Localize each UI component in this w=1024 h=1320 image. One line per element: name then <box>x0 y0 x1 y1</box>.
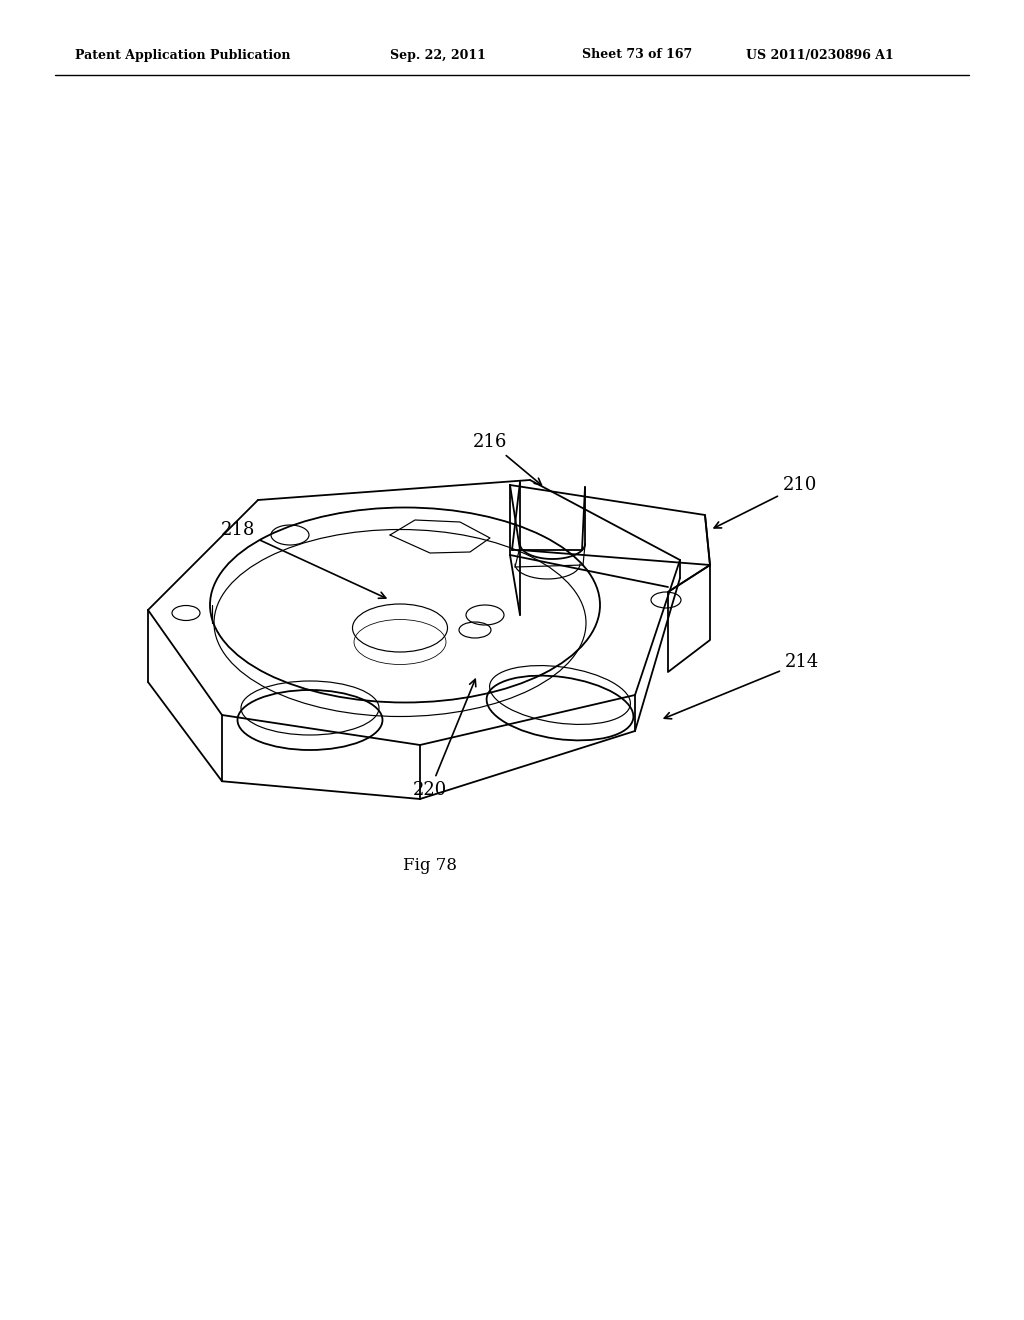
Text: 220: 220 <box>413 680 476 799</box>
Text: 216: 216 <box>473 433 542 484</box>
Text: 210: 210 <box>714 477 817 528</box>
Ellipse shape <box>486 676 634 741</box>
Text: Sheet 73 of 167: Sheet 73 of 167 <box>582 49 692 62</box>
Text: US 2011/0230896 A1: US 2011/0230896 A1 <box>746 49 894 62</box>
Text: Patent Application Publication: Patent Application Publication <box>75 49 291 62</box>
Text: Fig 78: Fig 78 <box>403 857 457 874</box>
Text: Sep. 22, 2011: Sep. 22, 2011 <box>390 49 485 62</box>
Text: 214: 214 <box>665 653 819 719</box>
Text: 218: 218 <box>221 521 386 598</box>
Ellipse shape <box>238 690 383 750</box>
